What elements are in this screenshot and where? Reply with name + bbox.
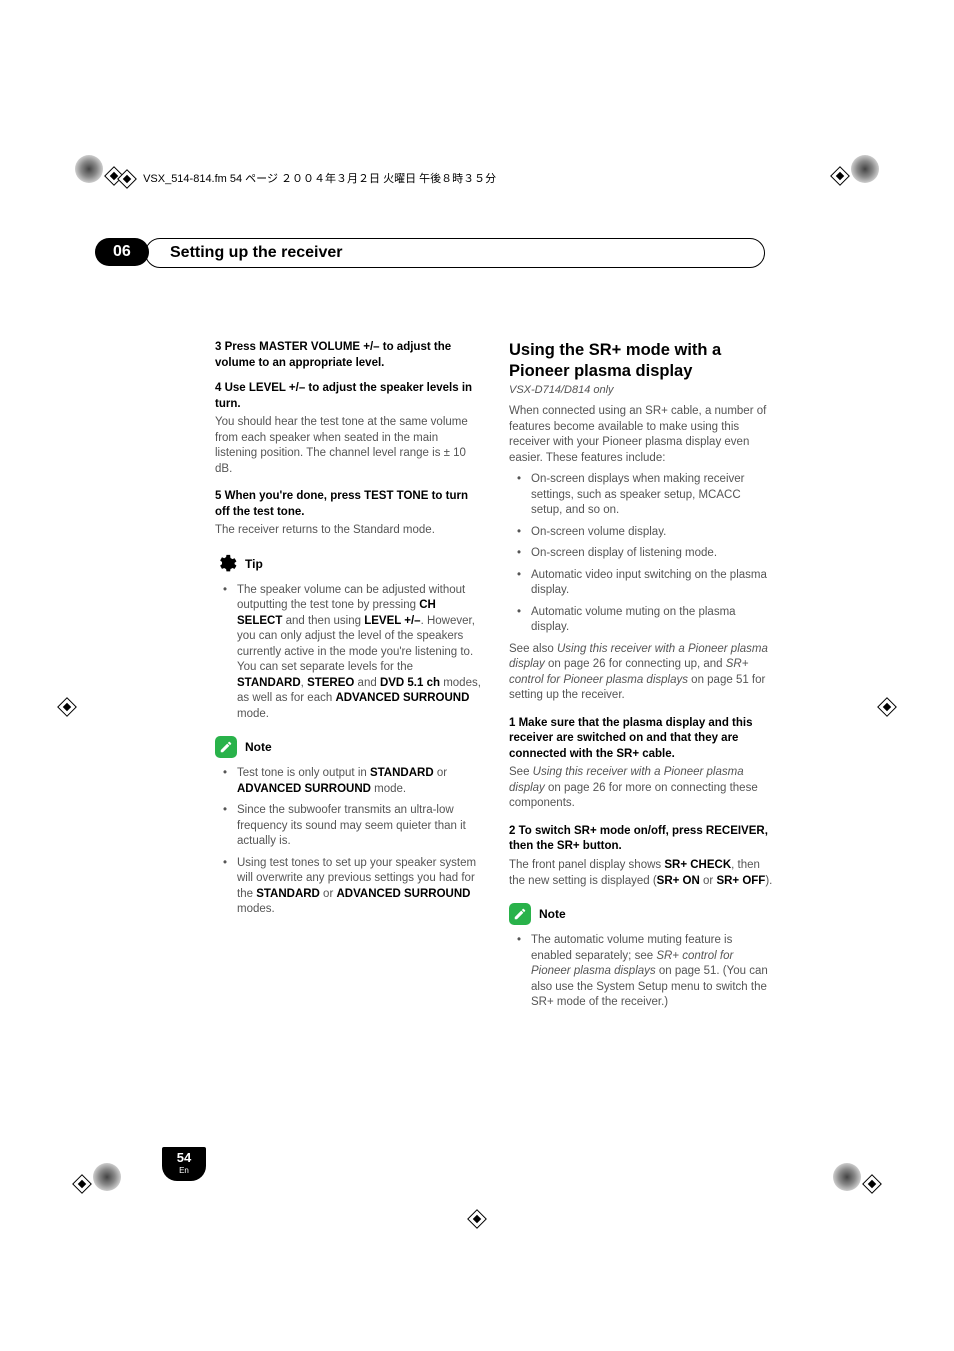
page-number: 54	[162, 1147, 206, 1166]
chapter-title-box: Setting up the receiver	[145, 238, 765, 268]
feature-4: Automatic video input switching on the p…	[521, 568, 775, 599]
r-step-1-heading: 1 Make sure that the plasma display and …	[509, 716, 775, 763]
tip-header: Tip	[215, 553, 481, 575]
pencil-icon	[219, 740, 233, 754]
note-item-3: Using test tones to set up your speaker …	[227, 856, 481, 918]
r-step-2-heading: 2 To switch SR+ mode on/off, press RECEI…	[509, 824, 775, 855]
content-columns: 3 Press MASTER VOLUME +/– to adjust the …	[215, 340, 775, 1017]
note-label-right: Note	[539, 906, 566, 922]
note-label-left: Note	[245, 739, 272, 755]
note-icon	[215, 736, 237, 758]
crop-mark-bottom-center	[470, 1212, 484, 1231]
see-also: See also Using this receiver with a Pion…	[509, 642, 775, 704]
section-heading: Using the SR+ mode with a Pioneer plasma…	[509, 340, 775, 381]
left-column: 3 Press MASTER VOLUME +/– to adjust the …	[215, 340, 481, 1017]
note-list-right: The automatic volume muting feature is e…	[509, 933, 775, 1011]
step-4-heading: 4 Use LEVEL +/– to adjust the speaker le…	[215, 381, 481, 412]
tip-item: The speaker volume can be adjusted witho…	[227, 583, 481, 723]
chapter-number: 06	[95, 238, 149, 266]
gear-icon	[215, 553, 237, 575]
crop-mark-mid-right	[880, 700, 894, 719]
note-item-1: Test tone is only output in STANDARD or …	[227, 766, 481, 797]
pdf-header-line: VSX_514-814.fm 54 ページ ２００４年３月２日 火曜日 午後８時…	[120, 170, 496, 186]
feature-1: On-screen displays when making receiver …	[521, 472, 775, 519]
crop-mark-top-right	[833, 155, 879, 188]
r-step-1-body: See Using this receiver with a Pioneer p…	[509, 765, 775, 812]
feature-list: On-screen displays when making receiver …	[509, 472, 775, 636]
step-5-body: The receiver returns to the Standard mod…	[215, 523, 481, 539]
r-note-item: The automatic volume muting feature is e…	[521, 933, 775, 1011]
crop-mark-mid-left	[60, 700, 74, 719]
page-root: VSX_514-814.fm 54 ページ ２００４年３月２日 火曜日 午後８時…	[0, 0, 954, 1351]
crop-mark-bottom-right	[833, 1163, 879, 1196]
right-column: Using the SR+ mode with a Pioneer plasma…	[509, 340, 775, 1017]
note-header-left: Note	[215, 736, 481, 758]
feature-3: On-screen display of listening mode.	[521, 546, 775, 562]
pencil-icon	[513, 907, 527, 921]
step-5-heading: 5 When you're done, press TEST TONE to t…	[215, 489, 481, 520]
feature-2: On-screen volume display.	[521, 525, 775, 541]
model-note: VSX-D714/D814 only	[509, 383, 775, 398]
crop-mark-bottom-left	[75, 1163, 121, 1196]
note-header-right: Note	[509, 903, 775, 925]
step-3-heading: 3 Press MASTER VOLUME +/– to adjust the …	[215, 340, 481, 371]
chapter-header: 06 Setting up the receiver	[95, 238, 775, 268]
chapter-title: Setting up the receiver	[170, 244, 343, 262]
note-item-2: Since the subwoofer transmits an ultra-l…	[227, 803, 481, 850]
note-icon-right	[509, 903, 531, 925]
page-number-badge: 54 En	[162, 1147, 206, 1181]
note-list-left: Test tone is only output in STANDARD or …	[215, 766, 481, 918]
step-4-body: You should hear the test tone at the sam…	[215, 415, 481, 477]
feature-5: Automatic volume muting on the plasma di…	[521, 605, 775, 636]
intro-text: When connected using an SR+ cable, a num…	[509, 404, 775, 466]
r-step-2-body: The front panel display shows SR+ CHECK,…	[509, 858, 775, 889]
crop-mark-top-left	[75, 155, 121, 188]
tip-list: The speaker volume can be adjusted witho…	[215, 583, 481, 723]
tip-label: Tip	[245, 556, 263, 572]
header-text: VSX_514-814.fm 54 ページ ２００４年３月２日 火曜日 午後８時…	[143, 173, 496, 185]
page-lang: En	[162, 1166, 206, 1181]
